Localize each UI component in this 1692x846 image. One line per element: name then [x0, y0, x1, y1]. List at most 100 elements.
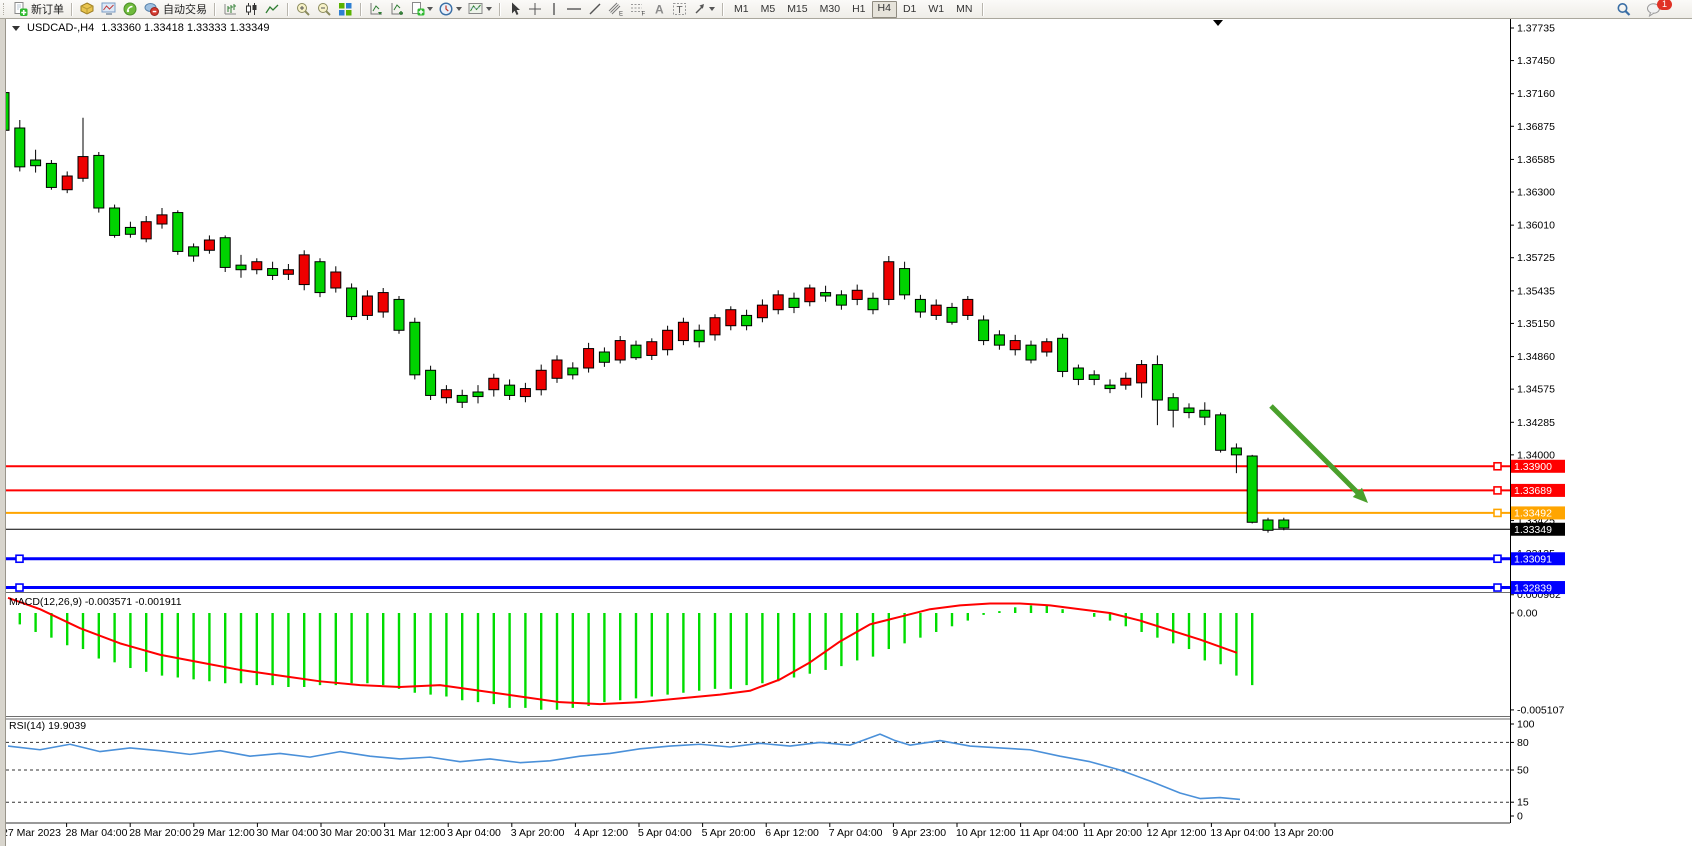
text-tool-button[interactable]: A	[649, 1, 669, 17]
candle-body	[756, 304, 768, 319]
candle-body	[330, 271, 342, 289]
crosshair-tool-button[interactable]	[525, 1, 545, 17]
candle-body	[693, 329, 705, 343]
dropdown-arrow-icon	[456, 7, 462, 11]
search-button[interactable]	[1613, 1, 1635, 17]
timeframe-m1-button[interactable]: M1	[734, 2, 749, 15]
line-chart-mode-button[interactable]	[262, 1, 283, 17]
time-axis-label: 3 Apr 04:00	[447, 827, 501, 839]
candle-body	[124, 226, 136, 235]
crosshair-icon	[529, 3, 541, 15]
symbol-period-label: USDCAD-,H4	[27, 22, 95, 34]
candle-body	[1262, 519, 1274, 531]
line-chart-icon	[265, 4, 279, 14]
zoom-out-button[interactable]	[314, 1, 335, 17]
indicator-list-button[interactable]	[387, 1, 408, 17]
trendline-tool-button[interactable]	[585, 1, 605, 17]
price-tick-label: 1.36300	[1517, 187, 1555, 199]
price-tick-label: 1.36875	[1517, 121, 1555, 133]
trendline-icon	[589, 3, 601, 15]
rsi-level-label: 15	[1517, 797, 1529, 809]
indicator-window-button[interactable]	[366, 1, 387, 17]
cursor-tool-button[interactable]	[505, 1, 525, 17]
notifications-button[interactable]: 1	[1643, 0, 1672, 17]
zoom-in-button[interactable]	[293, 1, 314, 17]
timeframe-m5-button[interactable]: M5	[760, 2, 776, 15]
candle-body	[978, 319, 990, 342]
add-indicator-button[interactable]	[408, 1, 436, 17]
timeframe-w1-button[interactable]: W1	[928, 2, 945, 15]
notification-badge: 1	[1657, 0, 1672, 10]
rsi-level-label: 0	[1517, 811, 1523, 823]
fibonacci-tool-button[interactable]: F	[627, 1, 649, 17]
candle-body	[425, 369, 437, 396]
template-button[interactable]	[465, 1, 495, 17]
line-handle[interactable]	[1493, 461, 1502, 471]
candle-body	[1215, 414, 1227, 451]
price-tick-label: 1.37160	[1517, 88, 1555, 100]
dropdown-arrow-icon	[709, 7, 715, 11]
candle-body	[314, 261, 326, 294]
tile-windows-button[interactable]	[335, 1, 356, 17]
horizontal-line-tool-button[interactable]	[563, 1, 585, 17]
autotrading-button[interactable]: 自动交易	[141, 1, 210, 17]
timeframe-h1-button[interactable]: H1	[852, 2, 866, 15]
candle-body	[219, 237, 231, 268]
vertical-line-tool-button[interactable]	[545, 1, 563, 17]
candle-body	[1278, 519, 1290, 529]
candlestick-mode-button[interactable]	[241, 1, 262, 17]
timeframe-d1-button[interactable]: D1	[902, 2, 917, 15]
candle-body	[662, 329, 674, 351]
text-label-tool-button[interactable]: T	[669, 1, 690, 17]
equidistant-channel-tool-button[interactable]: E	[605, 1, 627, 17]
price-label-text: 1.33349	[1514, 524, 1552, 536]
candle-body	[630, 344, 642, 359]
trend-arrow-head[interactable]	[1352, 487, 1368, 503]
candle-body	[1072, 367, 1084, 380]
timeframe-m15-button[interactable]: M15	[787, 2, 808, 15]
bar-chart-mode-button[interactable]	[220, 1, 241, 17]
monitor-chart-icon	[101, 2, 116, 15]
candle-body	[930, 304, 942, 316]
timeframe-mn-button[interactable]: MN	[956, 2, 973, 15]
macd-indicator-label: MACD(12,26,9) -0.003571 -0.001911	[9, 596, 182, 608]
candle-body	[488, 377, 500, 391]
timeframe-h4-button[interactable]: H4	[871, 0, 897, 18]
line-handle[interactable]	[1493, 554, 1502, 564]
market-watch-button[interactable]	[98, 1, 120, 17]
new-order-button[interactable]: 新订单	[10, 1, 67, 17]
candle-body	[1136, 364, 1148, 384]
price-tick-label: 1.34285	[1517, 417, 1555, 429]
candle-body	[993, 334, 1005, 346]
candle-body	[1104, 384, 1116, 390]
toolbar-separator	[360, 2, 362, 16]
candle-body	[1183, 407, 1195, 414]
candle-body	[583, 348, 595, 369]
depth-of-market-button[interactable]	[77, 1, 98, 17]
candle-body	[251, 261, 263, 271]
line-handle[interactable]	[1493, 508, 1502, 518]
line-handle[interactable]	[15, 583, 24, 592]
rsi-level-label: 50	[1517, 765, 1529, 777]
line-handle[interactable]	[15, 554, 24, 564]
time-axis-label: 6 Apr 12:00	[765, 827, 819, 839]
macd-axis-label: -0.005107	[1517, 704, 1564, 716]
period-button[interactable]	[436, 1, 465, 17]
candle-body	[267, 268, 279, 276]
toolbar-separator	[722, 2, 724, 16]
tile-windows-icon	[339, 3, 352, 16]
chart-title[interactable]: USDCAD-,H4 1.33360 1.33418 1.33333 1.333…	[12, 22, 269, 34]
arrow-shape-icon	[695, 4, 704, 14]
line-handle[interactable]	[1493, 486, 1502, 495]
toolbar-separator	[214, 2, 216, 16]
candle-body	[519, 388, 531, 398]
signals-button[interactable]	[120, 1, 141, 17]
chart-shift-marker[interactable]	[1213, 20, 1223, 26]
timeframe-m30-button[interactable]: M30	[819, 2, 841, 15]
line-handle[interactable]	[1493, 583, 1502, 592]
trend-arrow-object[interactable]	[1269, 404, 1365, 500]
chart-dropdown-icon[interactable]	[12, 25, 20, 31]
arrows-tool-button[interactable]	[690, 1, 718, 17]
